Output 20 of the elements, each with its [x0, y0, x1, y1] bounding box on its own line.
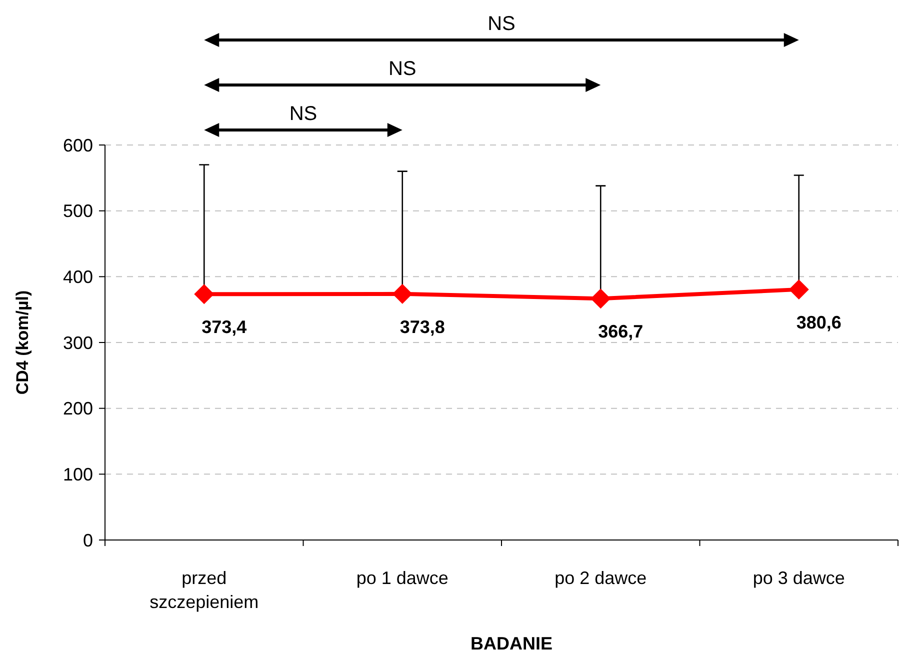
data-label: 373,4 — [202, 317, 247, 338]
y-tick-label: 400 — [62, 266, 93, 287]
text: NS — [388, 58, 416, 80]
y-tick-label: 100 — [62, 464, 93, 484]
x-tick-label: przed szczepieniem — [150, 568, 259, 612]
x-tick-label: po 1 dawce — [356, 568, 448, 588]
y-tick-label: 500 — [62, 201, 93, 222]
y-tick-label: 200 — [62, 398, 93, 419]
y-tick-label: 300 — [62, 332, 93, 353]
x-tick-label: po 3 dawce — [752, 568, 845, 588]
x-axis-title: BADANIE — [470, 634, 553, 654]
data-label: 373,8 — [400, 316, 445, 337]
data-label: 366,7 — [598, 322, 644, 342]
y-tick-label: 600 — [62, 135, 93, 156]
text: NS — [289, 103, 318, 125]
x-tick-label: po 2 dawce — [554, 568, 647, 588]
text: NS — [488, 13, 516, 35]
y-axis-title: CD4 (kom/µl) — [13, 290, 32, 395]
y-tick-label: 0 — [82, 530, 93, 550]
data-label: 380,6 — [796, 312, 842, 332]
